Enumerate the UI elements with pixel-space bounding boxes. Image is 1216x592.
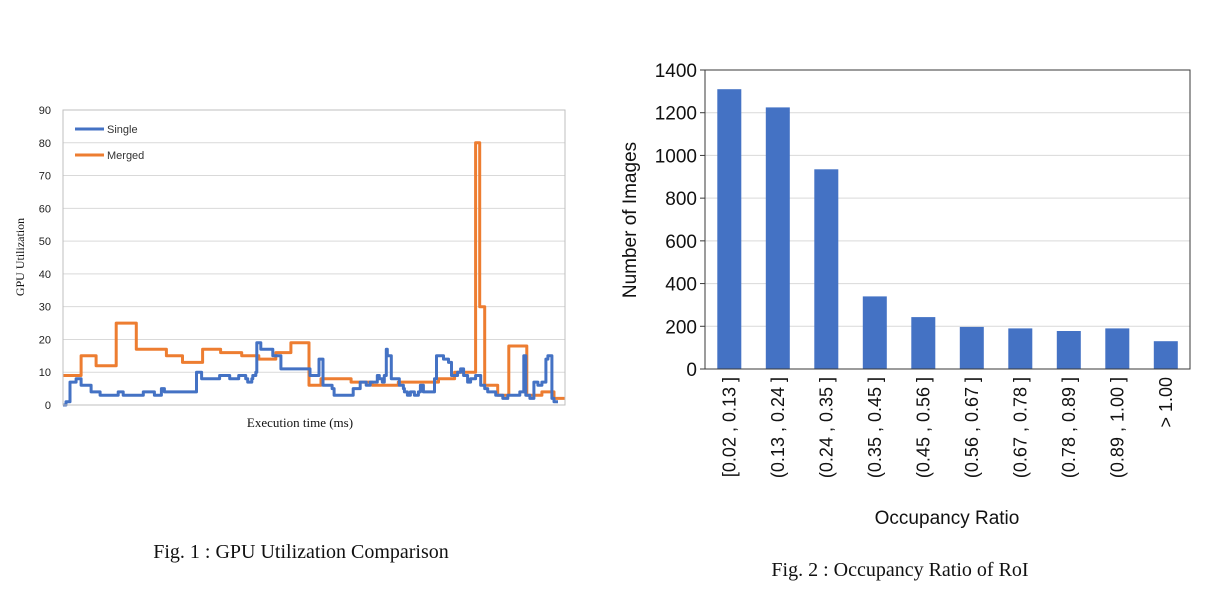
chart1-y-axis-label: GPU Utilization xyxy=(13,218,27,296)
chart1-y-tick-label: 20 xyxy=(39,334,51,346)
chart1-plot-frame xyxy=(62,109,566,406)
chart2-y-tick-label: 0 xyxy=(686,360,697,381)
occupancy-ratio-chart: 0 200 400 600 800 1000 1200 1400 [0.02 , 0.13 ]… xyxy=(620,61,1191,581)
chart2-x-tick-label: (0.78 , 0.89 ] xyxy=(1059,377,1079,478)
chart2-bar xyxy=(1056,331,1081,369)
chart1-y-tick-label: 10 xyxy=(39,367,51,379)
chart2-bar xyxy=(717,89,742,369)
chart2-y-axis-label: Number of Images xyxy=(620,142,641,298)
chart2-bar xyxy=(1008,328,1033,369)
chart2-y-tick-label: 800 xyxy=(665,189,697,210)
chart1-legend-label: Single xyxy=(107,124,138,136)
chart1-x-axis-label: Execution time (ms) xyxy=(247,415,353,430)
chart1-y-tick-label: 60 xyxy=(39,203,51,215)
chart1-y-tick-label: 70 xyxy=(39,171,51,183)
chart2-x-tick-label: (0.24 , 0.35 ] xyxy=(816,377,836,478)
chart1-y-tick-label: 90 xyxy=(39,105,51,117)
chart1-series-lines xyxy=(63,141,565,407)
chart2-x-tick-label: (0.45 , 0.56 ] xyxy=(913,377,933,478)
chart2-x-tick-label: (0.13 , 0.24 ] xyxy=(768,377,788,478)
chart2-bar xyxy=(959,326,984,369)
chart2-bar xyxy=(911,317,936,369)
chart1-caption: Fig. 1 : GPU Utilization Comparison xyxy=(153,541,449,563)
chart2-bar xyxy=(1105,328,1130,369)
chart2-x-axis-label: Occupancy Ratio xyxy=(875,508,1020,529)
chart1-legend: Single Merged xyxy=(75,124,144,162)
chart2-x-tick-label: [0.02 , 0.13 ] xyxy=(719,377,739,477)
chart1-y-tick-label: 0 xyxy=(45,400,51,412)
chart1-y-tick-label: 80 xyxy=(39,138,51,150)
chart2-bar xyxy=(1153,341,1178,369)
chart2-bars xyxy=(717,89,1178,370)
chart2-x-tick-label: (0.67 , 0.78 ] xyxy=(1010,377,1030,478)
chart2-y-tick-label: 400 xyxy=(665,275,697,296)
chart2-x-tick-label: > 1.00 xyxy=(1156,377,1176,428)
chart2-y-ticks: 0 200 400 600 800 1000 1200 1400 xyxy=(655,61,705,381)
chart1-series-line-merged xyxy=(63,141,565,400)
chart1-y-tick-label: 30 xyxy=(39,302,51,314)
chart2-plot-frame xyxy=(704,69,1191,370)
chart2-y-tick-label: 1400 xyxy=(655,61,697,82)
chart2-y-tick-label: 200 xyxy=(665,317,697,338)
gpu-utilization-chart: 0 10 20 30 40 50 60 70 80 90 Single Merged GPU Uti… xyxy=(13,105,566,563)
chart2-bar xyxy=(814,169,839,369)
chart2-y-tick-label: 600 xyxy=(665,232,697,253)
chart1-y-tick-label: 50 xyxy=(39,236,51,248)
chart2-x-tick-label: (0.89 , 1.00 ] xyxy=(1107,377,1127,478)
chart1-y-ticks: 0 10 20 30 40 50 60 70 80 90 xyxy=(39,105,51,412)
chart1-series-line-single xyxy=(63,341,558,407)
chart1-y-tick-label: 40 xyxy=(39,269,51,281)
chart2-x-tick-label: (0.56 , 0.67 ] xyxy=(962,377,982,478)
chart2-x-tick-label: (0.35 , 0.45 ] xyxy=(865,377,885,478)
chart2-bar xyxy=(765,107,790,370)
chart1-legend-label: Merged xyxy=(107,150,144,162)
chart2-x-ticks: [0.02 , 0.13 ] (0.13 , 0.24 ] (0.24 , 0.35… xyxy=(719,377,1176,478)
chart2-y-tick-label: 1200 xyxy=(655,104,697,125)
chart1-gridlines xyxy=(63,142,565,373)
chart2-y-tick-label: 1000 xyxy=(655,146,697,167)
chart2-caption: Fig. 2 : Occupancy Ratio of RoI xyxy=(771,559,1028,581)
chart2-bar xyxy=(862,296,887,369)
